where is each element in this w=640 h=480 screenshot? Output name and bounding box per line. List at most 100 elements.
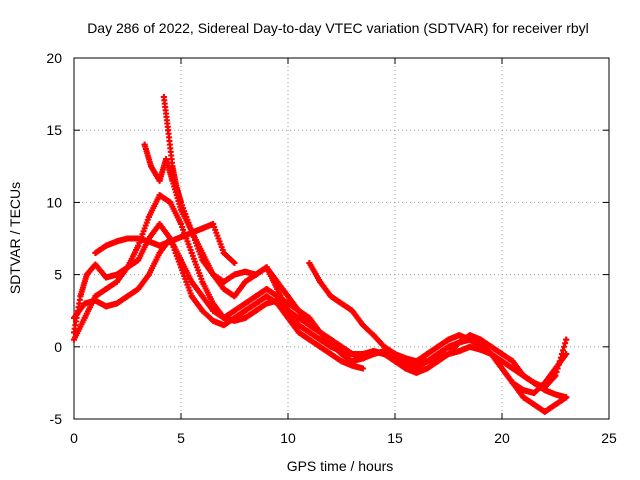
data-point (210, 307, 217, 314)
data-point (402, 365, 409, 372)
y-tick-label: 15 (46, 122, 62, 138)
data-point (306, 260, 313, 267)
data-point (210, 300, 217, 307)
data-point (552, 401, 559, 408)
plot-frame (73, 57, 610, 420)
data-point (252, 307, 259, 314)
data-point (135, 257, 142, 264)
data-point (327, 340, 334, 347)
data-point (349, 351, 356, 358)
data-point (220, 322, 227, 329)
data-point (156, 192, 163, 199)
data-point (263, 293, 270, 300)
data-point (263, 264, 270, 271)
data-point (370, 332, 377, 339)
axis-ticks (73, 57, 610, 420)
data-point (113, 300, 120, 307)
series-markers (306, 260, 570, 401)
data-point (188, 293, 195, 300)
data-point (402, 358, 409, 365)
data-point (242, 278, 249, 285)
data-point (306, 336, 313, 343)
data-point (103, 242, 110, 249)
data-point (392, 351, 398, 358)
data-point (135, 286, 142, 293)
data-point (220, 286, 227, 293)
data-point (552, 372, 559, 379)
data-point (381, 343, 388, 350)
data-point (359, 365, 366, 372)
data-point (231, 260, 238, 267)
data-point (71, 336, 77, 343)
data-point (520, 387, 527, 394)
data-point (124, 235, 131, 242)
data-point (231, 293, 238, 300)
data-point (148, 163, 155, 170)
y-tick-label: 10 (46, 194, 62, 210)
data-point (552, 391, 559, 398)
data-point (145, 213, 152, 220)
data-point (178, 234, 184, 241)
data-point (445, 351, 452, 358)
data-point (163, 156, 170, 163)
data-point (81, 314, 88, 321)
data-point (381, 351, 388, 358)
y-tick-label: -5 (50, 411, 63, 427)
data-point (252, 293, 259, 300)
data-point (199, 293, 206, 300)
data-point (338, 300, 345, 307)
data-point (488, 343, 495, 350)
data-point (349, 307, 356, 314)
data-point (285, 307, 291, 314)
grid (74, 58, 609, 419)
data-point (563, 336, 570, 343)
data-point (531, 401, 538, 408)
data-point (178, 199, 184, 206)
data-point (231, 307, 238, 314)
data-point (274, 278, 281, 285)
data-point (392, 358, 398, 365)
data-point (531, 390, 538, 397)
x-tick-label: 15 (387, 430, 403, 446)
data-point (285, 293, 291, 300)
data-point (83, 271, 90, 278)
data-point (81, 300, 88, 307)
series-markers (71, 235, 570, 415)
data-point (242, 307, 249, 314)
data-point (531, 379, 538, 386)
data-point (188, 228, 195, 235)
data-point (178, 221, 184, 228)
data-point (103, 303, 110, 310)
data-point (242, 314, 249, 321)
data-point (135, 235, 142, 242)
data-point (285, 314, 291, 321)
data-point (231, 317, 238, 324)
series-day-3 (71, 235, 570, 415)
data-point (445, 336, 452, 343)
data-points (71, 93, 570, 415)
data-point (124, 264, 131, 271)
x-tick-label: 25 (601, 430, 617, 446)
data-point (103, 274, 110, 281)
data-point (145, 238, 152, 245)
x-axis-label: GPS time / hours (287, 458, 394, 474)
data-point (167, 199, 174, 206)
data-point (456, 348, 463, 355)
tick-labels: 0 5 10 15 20 25 -5 0 5 10 15 20 (46, 50, 617, 446)
data-point (103, 286, 110, 293)
data-point (199, 225, 206, 232)
data-point (541, 387, 548, 394)
data-point (252, 271, 259, 278)
y-axis-label: SDTVAR / TECUs (7, 182, 23, 294)
data-point (477, 346, 484, 353)
data-point (445, 343, 452, 350)
y-tick-label: 20 (46, 50, 62, 66)
data-point (306, 322, 313, 329)
data-point (434, 343, 441, 350)
data-point (156, 221, 163, 228)
data-point (370, 348, 377, 355)
data-point (509, 379, 516, 386)
data-point (413, 361, 420, 368)
data-point (413, 369, 420, 376)
data-point (520, 394, 527, 401)
